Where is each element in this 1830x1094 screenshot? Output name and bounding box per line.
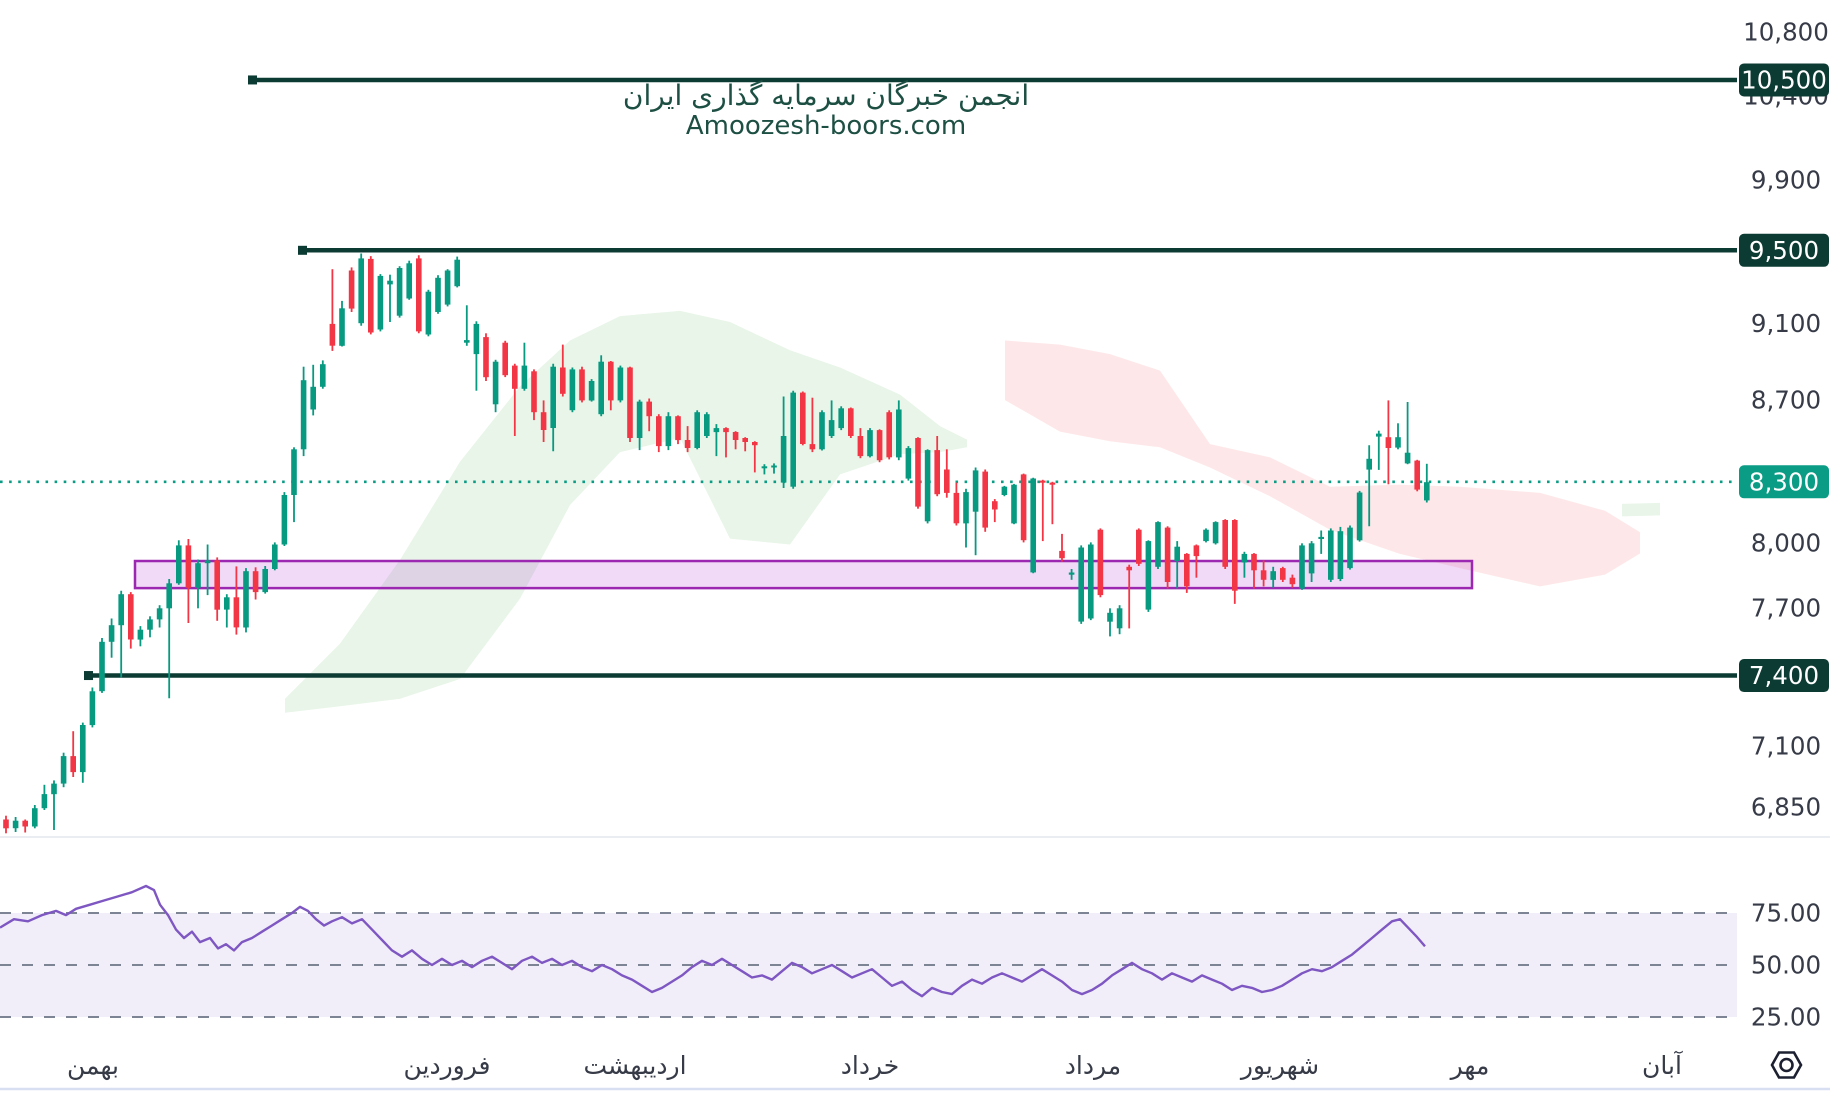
rsi-tick-25: 25.00: [1751, 1003, 1821, 1032]
last-price-badge-text: 8,300: [1749, 467, 1819, 496]
price-badge-10500[interactable]: [1739, 63, 1829, 97]
month-label: بهمن: [67, 1051, 119, 1081]
month-label: اردیبهشت: [583, 1051, 686, 1081]
month-label: مهر: [1449, 1051, 1490, 1081]
price-badge-10500-text: 10,500: [1741, 65, 1827, 94]
month-label: خرداد: [841, 1051, 899, 1080]
price-tick-8000: 8,000: [1751, 528, 1821, 557]
price-tick-10800: 10,800: [1743, 18, 1829, 47]
price-tick-7700: 7,700: [1751, 593, 1821, 622]
rsi-tick-75: 75.00: [1751, 899, 1821, 928]
month-label: شهریور: [1239, 1051, 1319, 1081]
price-tick-8700: 8,700: [1751, 386, 1821, 415]
support-zone-box[interactable]: [133, 559, 1474, 590]
month-label: فروردین: [403, 1051, 490, 1081]
level-line-anchor[interactable]: [298, 245, 307, 255]
level-line-anchor[interactable]: [84, 671, 93, 681]
rsi-line: [0, 884, 1426, 998]
month-label: مرداد: [1065, 1051, 1121, 1080]
price-tick-6850: 6,850: [1751, 793, 1821, 822]
month-label: آبان: [1642, 1050, 1683, 1080]
ichimoku-bearish-cloud: [1005, 340, 1640, 587]
price-badge-9500[interactable]: [1739, 233, 1829, 267]
price-tick-9100: 9,100: [1751, 309, 1821, 338]
price-tick-9900: 9,900: [1751, 166, 1821, 195]
ichimoku-bullish-cloud-tail: [1622, 502, 1660, 517]
level-line-anchor[interactable]: [248, 75, 257, 85]
rsi-tick-50: 50.00: [1751, 951, 1821, 980]
hexagon-circle-icon[interactable]: [1770, 1051, 1803, 1079]
price-badge-7400-text: 7,400: [1749, 661, 1819, 690]
price-tick-7100: 7,100: [1751, 731, 1821, 760]
price-badge-7400[interactable]: [1739, 659, 1829, 693]
last-price-badge[interactable]: [1739, 465, 1829, 499]
candles: [3, 253, 1430, 834]
ichimoku-bullish-cloud: [285, 310, 967, 713]
price-badge-9500-text: 9,500: [1749, 236, 1819, 265]
